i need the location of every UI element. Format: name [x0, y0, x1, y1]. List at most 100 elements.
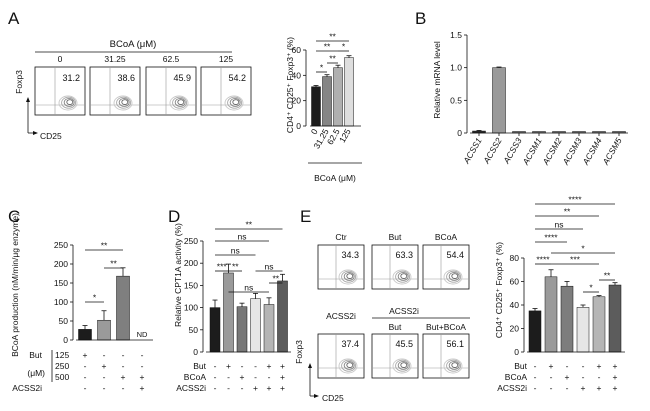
panel-c-condition-mark: -	[84, 372, 87, 382]
panel-a-bar-significance-label: **	[329, 32, 336, 42]
panel-c-y-tick-label: 100	[54, 297, 68, 307]
panel-e-flow-percent: 34.3	[341, 250, 359, 260]
panel-c-y-tick-label: 250	[54, 240, 68, 250]
panel-e-bar-significance-label: *	[589, 283, 593, 293]
panel-e-flow-contour	[400, 362, 408, 368]
panel-c-significance-label: *	[93, 293, 97, 303]
panel-e-bar-significance-label: ns	[555, 220, 564, 230]
panel-e-flow-condition: BCoA	[435, 232, 458, 242]
panel-c-condition-mark: -	[103, 372, 106, 382]
panel-e-flow-percent: 37.4	[341, 339, 359, 349]
panel-b-y-tick-label: 0	[457, 128, 462, 138]
panel-e-bar-condition-mark: +	[613, 372, 618, 382]
panel-a-bar-significance-label: **	[324, 42, 331, 52]
panel-c-condition-label: But	[29, 350, 42, 360]
panel-e-bar-condition-mark: -	[534, 372, 537, 382]
panel-e-flow-contour	[443, 358, 463, 374]
panel-c-condition-mark: -	[122, 361, 125, 371]
panel-d-condition-mark: +	[267, 383, 272, 393]
panel-e-flow-percent: 45.5	[395, 339, 413, 349]
panel-a-flow-percent: 38.6	[117, 73, 135, 83]
panel-d-condition-mark: +	[240, 372, 245, 382]
panel-e-bar-condition-mark: -	[550, 383, 553, 393]
panel-e-bar-condition-mark: -	[566, 383, 569, 393]
panel-e-flow-contour	[395, 270, 411, 283]
panel-c-conc-unit: (μM)	[27, 368, 45, 378]
panel-e-flow-contour	[448, 360, 460, 370]
panel-d-y-tick-label: 150	[184, 280, 198, 290]
panel-e-flow-contour	[346, 362, 354, 368]
panel-d-condition-mark: -	[214, 361, 217, 371]
panel-c-significance-label: **	[110, 259, 117, 269]
panel-d-condition-mark: -	[214, 383, 217, 393]
panel-e-bar-significance-label: ****	[568, 195, 582, 205]
panel-letter-a: A	[8, 9, 20, 28]
panel-c-y-tick-label: 150	[54, 278, 68, 288]
panel-a-foxp3-label: Foxp3	[14, 70, 24, 94]
panel-e-flow-condition: But	[389, 232, 402, 242]
panel-c-ylabel: BCoA production (nM/min/μg enzyme)	[10, 213, 20, 357]
panel-e-flow-contour	[448, 271, 460, 281]
panel-e-bar-bar	[528, 310, 542, 353]
panel-a-bar-bar	[333, 67, 343, 127]
panel-a-flow-condition: 62.5	[163, 54, 180, 64]
panel-a-flow-contour	[227, 96, 243, 109]
panel-d-y-tick-label: 100	[184, 303, 198, 313]
panel-e-bar-condition-mark: +	[597, 383, 602, 393]
panel-d-bar-chart: Relative CPT1A activity (%) 0 50 100 150 200…	[173, 220, 291, 393]
panel-e-bar-condition-mark: +	[613, 383, 618, 393]
panel-e-bar-significance-label: ***	[570, 255, 581, 265]
panel-e-flow-percent: 63.3	[395, 250, 413, 260]
panel-c-condition-sub: 250	[55, 361, 69, 371]
panel-b-bar	[492, 67, 506, 134]
panel-e-flow-contour	[400, 273, 408, 279]
panel-e-bar-y-tick-label: 0	[514, 347, 519, 357]
panel-e-bar-significance-label: ****	[536, 255, 550, 265]
panel-a-flow-contour	[224, 95, 244, 111]
panel-d-significance-label: **	[272, 274, 279, 284]
panel-e-flow-contour	[341, 270, 357, 283]
panel-e-bar-condition-mark: -	[582, 361, 585, 371]
panel-a-flow-contour	[58, 95, 78, 111]
panel-a-bar-bar	[322, 76, 332, 127]
panel-e-bar-significance-label: *	[581, 244, 585, 254]
panel-a-bar-chart: CD4⁺ CD25⁺ Foxp3⁺ (%) 0204060031.2562.51…	[285, 32, 362, 183]
panel-d-significance-label: **	[245, 220, 252, 230]
panel-e-flow-contour	[446, 270, 462, 283]
panel-letter-b: B	[415, 9, 426, 28]
panel-e-foxp3-label: Foxp3	[294, 340, 304, 364]
panel-a-flow-contour	[121, 99, 129, 105]
panel-e-bar-condition-label: But	[514, 361, 527, 371]
panel-c-bar	[78, 329, 92, 341]
panel-a-bar-significance-label: *	[320, 63, 324, 73]
panel-e-bar-condition-mark: +	[597, 361, 602, 371]
panel-c-condition-label: ACSS2i	[12, 383, 42, 393]
panel-b-y-tick-label: 1.5	[450, 30, 462, 40]
panel-e-flow-percent: 56.1	[446, 339, 464, 349]
panel-d-condition-mark: -	[214, 372, 217, 382]
panel-e-bar-condition-mark: -	[566, 361, 569, 371]
panel-e-flow-contour	[346, 273, 354, 279]
panel-b-category: ACSM5	[600, 136, 624, 167]
panel-c-y-tick-label: 50	[59, 316, 69, 326]
panel-c-condition-mark: -	[84, 361, 87, 371]
panel-a-flow-contour	[174, 97, 186, 107]
panel-d-y-tick-label: 250	[184, 236, 198, 246]
panel-e-x-arrowhead	[314, 394, 319, 398]
panel-e-bar-y-tick-label: 80	[510, 253, 520, 263]
panel-d-significance-label: ***	[217, 262, 228, 272]
panel-d-condition-mark: +	[280, 361, 285, 371]
panel-e-bar-bar	[544, 276, 558, 353]
panel-letter-e: E	[300, 207, 311, 226]
panel-c-condition-mark: -	[122, 383, 125, 393]
panel-b-category: ACSM3	[560, 136, 584, 167]
panel-d-condition-mark: -	[227, 372, 230, 382]
panel-e-bar-condition-mark: -	[582, 372, 585, 382]
panel-e-y-arrowhead	[308, 363, 312, 368]
panel-e-bar-bar	[576, 307, 590, 353]
panel-e-flow-contour	[443, 269, 463, 285]
panel-a-flow-plots: BCoA (μM) 031.231.2538.662.545.912554.2 …	[14, 39, 252, 141]
panel-e-bar-significance-label: **	[604, 271, 611, 281]
panel-e-flow-contour	[451, 362, 459, 368]
panel-a-flow-condition: 125	[219, 54, 233, 64]
